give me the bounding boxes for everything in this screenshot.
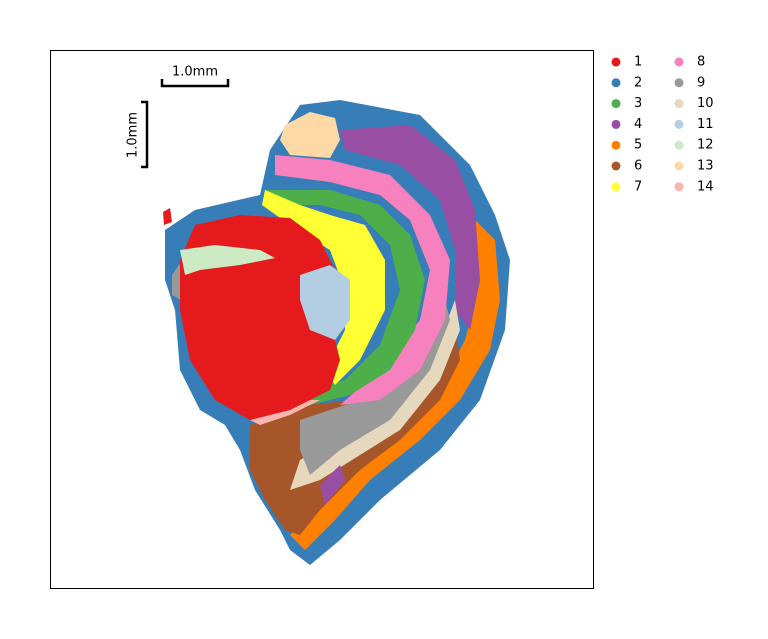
legend-marker <box>674 57 684 67</box>
scalebar-x-label: 1.0mm <box>172 65 218 80</box>
legend-marker <box>611 161 621 171</box>
legend-marker <box>674 182 684 192</box>
legend-marker <box>611 57 621 67</box>
region <box>320 465 345 505</box>
legend-label: 3 <box>634 96 642 111</box>
legend-marker <box>674 99 684 109</box>
legend-label: 11 <box>697 117 714 132</box>
legend-label: 6 <box>634 159 642 174</box>
legend-label: 5 <box>634 138 642 153</box>
region <box>163 208 172 225</box>
region <box>300 265 350 340</box>
legend-marker <box>611 119 621 129</box>
legend-label: 1 <box>634 55 642 70</box>
region <box>340 125 480 330</box>
legend-marker <box>674 119 684 129</box>
legend-marker <box>674 78 684 88</box>
scalebar-x <box>160 79 230 88</box>
legend-label: 10 <box>697 96 714 111</box>
scalebar-y <box>141 100 149 169</box>
legend-label: 4 <box>634 117 642 132</box>
region <box>262 190 385 385</box>
legend-marker <box>611 99 621 109</box>
legend-label: 9 <box>697 75 705 90</box>
legend-marker <box>674 140 684 150</box>
legend-marker <box>611 140 621 150</box>
plot-frame <box>50 50 594 589</box>
legend-marker <box>674 161 684 171</box>
region <box>300 280 450 475</box>
region <box>250 400 320 425</box>
legend-label: 14 <box>697 179 714 194</box>
legend-label: 2 <box>634 75 642 90</box>
region <box>180 245 275 275</box>
region <box>280 112 340 158</box>
legend-label: 12 <box>697 138 714 153</box>
legend-label: 7 <box>634 179 642 194</box>
region <box>260 190 425 420</box>
tissue <box>163 100 510 565</box>
legend-marker <box>611 182 621 192</box>
scalebar-y-label: 1.0mm <box>126 112 141 158</box>
legend-marker <box>611 78 621 88</box>
legend-label: 13 <box>697 159 714 174</box>
legend-label: 8 <box>697 55 705 70</box>
